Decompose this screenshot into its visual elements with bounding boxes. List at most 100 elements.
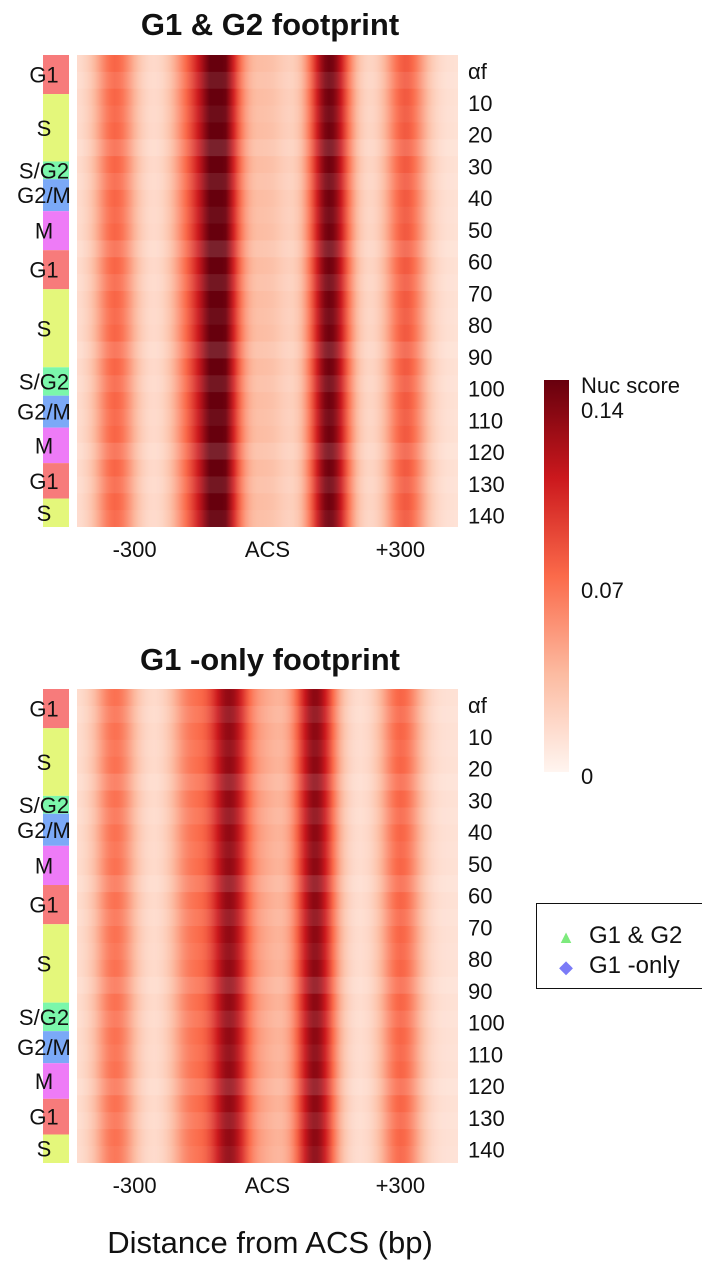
phase-band [43,924,69,1003]
phase-band [43,728,69,796]
phase-band [43,367,69,396]
x-tick-label: +300 [376,537,426,562]
y-tick-label: 110 [468,1042,503,1067]
heatmap-row [77,206,458,224]
y-tick-label: 120 [468,440,505,465]
phase-label: S/G2 [19,158,69,183]
y-tick-label: 80 [468,947,492,972]
phase-band [43,1002,69,1032]
heatmap-row [77,1010,458,1028]
phase-label: G2/M [17,1035,71,1060]
phase-label: S [37,1137,52,1162]
y-tick-label: 30 [468,154,492,179]
y-tick-label: 40 [468,186,492,211]
phase-label: G1 [29,893,58,918]
phase-band [43,1134,69,1163]
x-axis-label: Distance from ACS (bp) [107,1225,433,1260]
heatmap-row [77,1078,458,1096]
y-tick-label: 130 [468,1106,505,1131]
phase-band [43,1063,69,1099]
phase-label: S [37,750,52,775]
heatmap-row [77,510,458,527]
heatmap-row [77,1112,458,1130]
heatmap-row [77,875,458,893]
heatmap-row [77,942,458,960]
y-tick-label: 110 [468,408,503,433]
phase-label: G1 [29,697,58,722]
heatmap-row [77,1146,458,1163]
heatmap-row [77,274,458,291]
phase-band [43,427,69,464]
y-tick-label: 140 [468,504,505,529]
colorbar-tick-min: 0 [581,764,594,789]
y-tick-label: 140 [468,1138,505,1163]
y-tick-label: 70 [468,915,492,940]
diamond-icon: ◆ [559,957,573,977]
phase-label: S/G2 [19,1005,69,1030]
x-tick-label: ACS [245,537,290,562]
heatmap-row [77,976,458,994]
phase-band [43,1031,69,1064]
phase-label: S [37,116,52,141]
heatmap-row [77,375,458,393]
heatmap-body [77,689,458,1163]
heatmap-row [77,909,458,926]
heatmap-row [77,773,458,791]
top-panel-title: G1 & G2 footprint [140,7,400,42]
phase-band [43,1098,69,1135]
y-tick-label: 60 [468,884,492,909]
phase-label: G1 [29,63,58,88]
legend-item-g1-g2: ▲ G1 & G2 [555,922,682,950]
phase-band [43,885,69,925]
y-tick-label: αf [468,693,488,718]
phase-label: M [35,219,53,244]
y-tick-label: 100 [468,1011,505,1036]
phase-band [43,289,69,368]
phase-label: M [35,433,53,458]
phase-label: S/G2 [19,793,69,818]
heatmap-panel-2: G1SS/G2G2/MMG1SS/G2G2/MMG1Sαf10203040506… [17,689,505,1198]
phase-band [43,498,69,527]
heatmap-row [77,409,458,426]
phase-band [43,845,69,886]
y-tick-label: 100 [468,377,505,402]
colorbar-tick-mid: 0.07 [581,578,624,603]
heatmap-row [77,476,458,494]
phase-label: M [35,1069,53,1094]
colorbar-title: Nuc score [581,373,681,398]
y-tick-label: 30 [468,788,492,813]
x-tick-label: -300 [113,1173,157,1198]
heatmap-row [77,71,458,89]
phase-label: S/G2 [19,369,69,394]
y-tick-label: αf [468,59,488,84]
heatmap-row [77,307,458,325]
heatmap-row [77,1044,458,1062]
y-tick-label: 90 [468,979,492,1004]
phase-band [43,795,69,814]
y-tick-label: 20 [468,757,492,782]
x-tick-label: ACS [245,1173,290,1198]
y-tick-label: 40 [468,820,492,845]
legend-item-g1-only: ◆ G1 -only [555,952,680,980]
colorbar-gradient [544,380,569,772]
heatmap-row [77,705,458,723]
triangle-icon: ▲ [557,927,575,947]
y-tick-label: 50 [468,852,492,877]
heatmap-row [77,442,458,460]
phase-label: G2/M [17,818,71,843]
heatmap-panel-1: G1SS/G2G2/MMG1SS/G2G2/MMG1Sαf10203040506… [17,55,505,562]
heatmap-row [77,139,458,157]
phase-band [43,689,69,729]
y-tick-label: 130 [468,472,505,497]
y-tick-label: 50 [468,218,492,243]
phase-band [43,94,69,162]
x-tick-label: -300 [113,537,157,562]
heatmap-row [77,105,458,123]
heatmap-row [77,173,458,190]
legend-label: G1 -only [589,952,680,979]
y-tick-label: 10 [468,91,492,116]
phase-label: S [37,316,52,341]
y-tick-label: 80 [468,313,492,338]
phase-band [43,463,69,499]
